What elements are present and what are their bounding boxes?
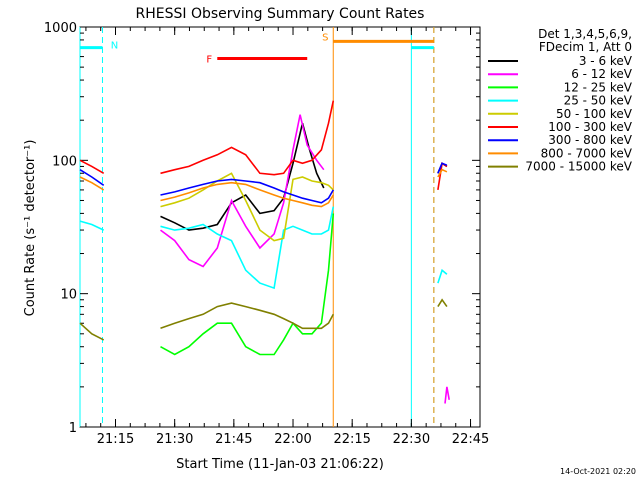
- series-line: [79, 168, 448, 208]
- series-line: [160, 114, 450, 404]
- flag-label-N: N: [111, 41, 118, 52]
- footer-timestamp: 14-Oct-2021 02:20: [560, 467, 636, 476]
- series-line: [79, 206, 448, 290]
- legend-entry: 6 - 12 keV: [571, 67, 633, 81]
- y-tick-label: 1000: [44, 21, 77, 36]
- x-tick-label: 22:30: [393, 432, 430, 447]
- x-tick-label: 22:15: [333, 432, 370, 447]
- y-tick-label: 100: [52, 154, 77, 169]
- x-tick-label: 21:15: [97, 432, 134, 447]
- series-line: [79, 162, 448, 204]
- legend-entry: 300 - 800 keV: [548, 133, 632, 147]
- legend-entry: 800 - 7000 keV: [541, 146, 633, 160]
- x-tick-label: 21:30: [156, 432, 193, 447]
- legend-entry: 3 - 6 keV: [579, 54, 633, 68]
- y-tick-label: 1: [69, 421, 77, 436]
- x-axis-label: Start Time (11-Jan-03 21:06:22): [176, 457, 384, 472]
- y-tick-label: 10: [60, 288, 77, 303]
- legend-entry: 100 - 300 keV: [548, 120, 632, 134]
- series-line: [160, 172, 334, 242]
- legend-entry: 7000 - 15000 keV: [525, 160, 632, 174]
- legend-header-line-2: FDecim 1, Att 0: [539, 40, 632, 54]
- series-line: [79, 298, 448, 341]
- flag-label-S: S: [322, 32, 328, 43]
- chart-title: RHESSI Observing Summary Count Rates: [136, 6, 425, 22]
- x-tick-label: 21:45: [215, 432, 252, 447]
- legend-entry: 12 - 25 keV: [564, 80, 633, 94]
- x-tick-label: 22:45: [452, 432, 489, 447]
- y-axis-label: Count Rate (s⁻¹ detector⁻¹): [23, 140, 38, 317]
- legend-entry: 25 - 50 keV: [564, 94, 633, 108]
- legend-header-line-1: Det 1,3,4,5,6,9,: [538, 27, 632, 41]
- x-tick-label: 22:00: [274, 432, 311, 447]
- flag-label-F: F: [206, 55, 212, 66]
- legend-entry: 50 - 100 keV: [556, 107, 633, 121]
